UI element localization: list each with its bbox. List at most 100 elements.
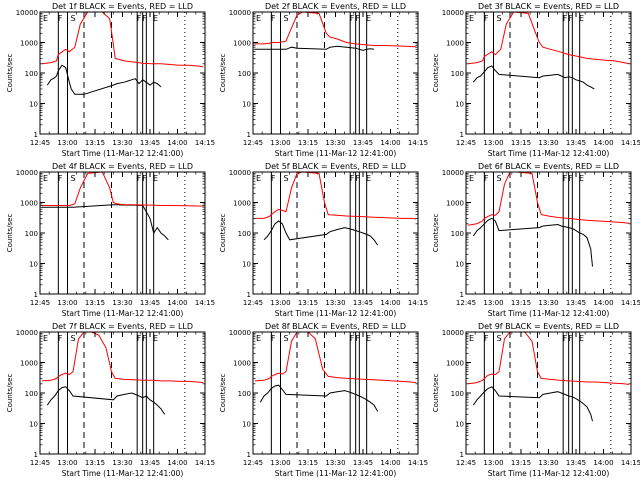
interval-label: E: [153, 14, 158, 23]
interval-label: F: [568, 14, 573, 23]
series-events-line: [472, 65, 595, 90]
x-tick-label: 13:00: [483, 299, 503, 307]
x-tick-label: 12:45: [30, 299, 50, 307]
panel-6: Det 6f BLACK = Events, RED = LLD Counts/s…: [432, 162, 640, 318]
panel-5: Det 5f BLACK = Events, RED = LLD Counts/s…: [219, 162, 428, 318]
x-tick-label: 13:30: [325, 459, 345, 467]
y-tick-label: 1000: [446, 360, 464, 368]
panel-title: Det 4f BLACK = Events, RED = LLD: [52, 162, 193, 171]
y-tick-label: 1: [247, 291, 251, 299]
x-tick-label: 14:00: [593, 459, 613, 467]
interval-label: S: [496, 174, 501, 183]
y-tick-label: 100: [25, 390, 38, 398]
y-tick-label: 1: [34, 291, 38, 299]
y-tick-label: 100: [451, 390, 464, 398]
x-tick-label: 14:15: [408, 459, 428, 467]
y-tick-label: 10: [242, 261, 251, 269]
x-axis-label: Start Time (11-Mar-12 12:41:00): [488, 309, 610, 318]
interval-label: E: [579, 174, 584, 183]
series-lld-line: [41, 11, 204, 68]
y-tick-label: 10: [29, 421, 38, 429]
x-axis-label: Start Time (11-Mar-12 12:41:00): [62, 469, 184, 478]
y-tick-label: 1000: [233, 40, 251, 48]
series-events-line: [46, 64, 162, 95]
interval-label: F: [58, 334, 63, 343]
x-tick-label: 13:15: [298, 459, 318, 467]
interval-label: S: [496, 14, 501, 23]
series-events-line: [263, 220, 379, 246]
x-tick-label: 12:45: [243, 459, 263, 467]
x-tick-label: 13:30: [538, 459, 558, 467]
y-tick-label: 10000: [16, 9, 38, 17]
y-tick-label: 1000: [446, 40, 464, 48]
interval-label: S: [283, 14, 288, 23]
panel-4: Det 4f BLACK = Events, RED = LLD Counts/s…: [6, 162, 215, 318]
panel-7: Det 7f BLACK = Events, RED = LLD Counts/s…: [6, 322, 215, 478]
series-lld-line: [467, 11, 630, 65]
interval-label: F: [484, 174, 489, 183]
interval-label: F: [142, 334, 147, 343]
x-tick-label: 12:45: [243, 139, 263, 147]
y-axis-label: Counts/sec: [219, 54, 227, 93]
x-tick-label: 12:45: [30, 459, 50, 467]
x-axis-label: Start Time (11-Mar-12 12:41:00): [62, 149, 184, 158]
interval-label: F: [271, 334, 276, 343]
interval-label: F: [58, 174, 63, 183]
interval-label: F: [58, 14, 63, 23]
interval-label: E: [256, 14, 261, 23]
interval-label: E: [43, 174, 48, 183]
x-tick-label: 13:15: [511, 299, 531, 307]
interval-label: F: [142, 174, 147, 183]
series-events-line: [254, 45, 375, 51]
panel-title: Det 8f BLACK = Events, RED = LLD: [265, 322, 406, 331]
interval-label: E: [469, 14, 474, 23]
x-tick-label: 13:00: [270, 139, 290, 147]
x-tick-label: 13:45: [353, 299, 373, 307]
interval-label: E: [43, 14, 48, 23]
interval-label: F: [137, 14, 142, 23]
x-tick-label: 13:45: [566, 139, 586, 147]
y-tick-label: 10000: [229, 329, 251, 337]
interval-label: F: [484, 334, 489, 343]
series-lld-line: [254, 171, 417, 220]
y-tick-label: 100: [25, 230, 38, 238]
interval-label: E: [579, 334, 584, 343]
interval-label: E: [469, 334, 474, 343]
interval-label: S: [70, 174, 75, 183]
interval-label: S: [496, 334, 501, 343]
x-tick-label: 13:45: [140, 299, 160, 307]
interval-label: F: [568, 334, 573, 343]
y-axis-label: Counts/sec: [432, 54, 440, 93]
y-tick-label: 10: [242, 101, 251, 109]
series-lld-line: [467, 331, 630, 385]
interval-label: E: [256, 174, 261, 183]
x-axis-label: Start Time (11-Mar-12 12:41:00): [275, 469, 397, 478]
interval-label: S: [283, 334, 288, 343]
interval-label: S: [70, 334, 75, 343]
panel-title: Det 2f BLACK = Events, RED = LLD: [265, 2, 406, 11]
y-tick-label: 1000: [446, 200, 464, 208]
panel-title: Det 3f BLACK = Events, RED = LLD: [478, 2, 619, 11]
y-tick-label: 10: [29, 261, 38, 269]
y-tick-label: 10000: [16, 169, 38, 177]
interval-label: F: [355, 174, 360, 183]
x-tick-label: 14:15: [408, 139, 428, 147]
interval-label: F: [142, 14, 147, 23]
panel-title: Det 1f BLACK = Events, RED = LLD: [52, 2, 193, 11]
x-tick-label: 14:15: [195, 459, 215, 467]
interval-label: F: [563, 14, 568, 23]
y-tick-label: 1: [460, 451, 464, 459]
series-lld-line: [467, 171, 630, 226]
x-tick-label: 13:00: [483, 459, 503, 467]
x-tick-label: 13:15: [85, 139, 105, 147]
y-tick-label: 1: [247, 131, 251, 139]
x-tick-label: 13:15: [85, 459, 105, 467]
x-tick-label: 13:00: [57, 299, 77, 307]
y-tick-label: 1: [247, 451, 251, 459]
x-tick-label: 13:30: [112, 299, 132, 307]
y-tick-label: 10: [29, 101, 38, 109]
interval-label: F: [137, 174, 142, 183]
interval-label: E: [366, 174, 371, 183]
y-tick-label: 10: [455, 421, 464, 429]
